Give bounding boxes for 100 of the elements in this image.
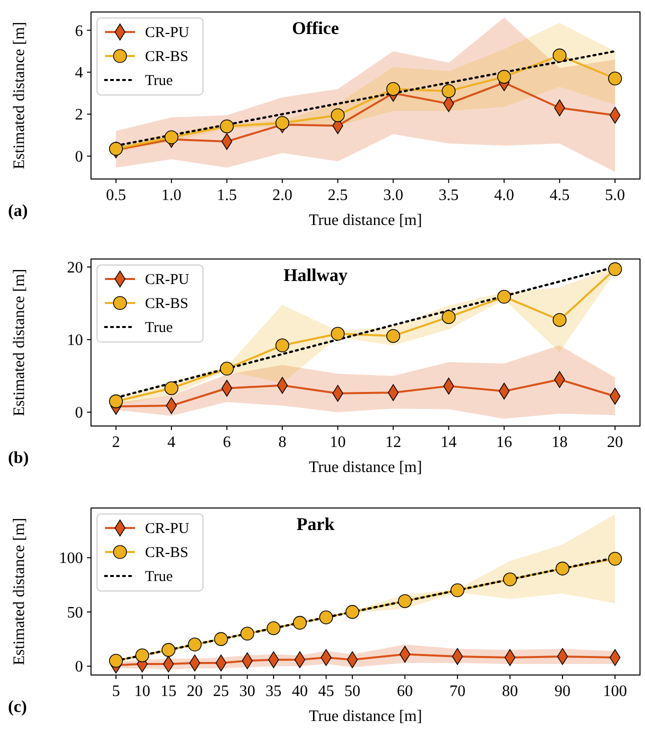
point [266,621,280,636]
y-axis-title: Estimated distance [m] [11,518,28,666]
legend-label: True [145,320,174,336]
x-axis-title: True distance [m] [308,459,422,476]
y-tick-label: 4 [75,64,83,82]
x-tick-label: 90 [554,683,571,700]
x-tick-label: 5.0 [605,187,626,204]
x-tick-label: 2 [112,434,120,451]
point [109,142,123,156]
x-tick-label: 10 [134,683,150,700]
point [497,290,512,304]
y-tick-label: 0 [75,148,83,166]
point [275,338,290,352]
point [503,572,517,586]
chart-title: Office [292,18,339,38]
point [188,638,202,652]
x-tick-label: 60 [396,683,413,700]
point [275,116,290,130]
legend-label: CR-BS [145,545,188,561]
point [319,610,333,624]
y-tick-label: 0 [75,404,83,422]
point [386,82,400,96]
legend-label: CR-PU [145,272,190,288]
point [220,362,234,376]
y-tick-label: 2 [75,106,83,124]
x-tick-label: 12 [385,434,402,451]
x-tick-label: 50 [344,683,360,700]
chart-title: Hallway [283,265,348,285]
y-tick-label: 6 [75,22,83,40]
y-tick-label: 10 [67,332,83,350]
x-tick-label: 4.0 [494,187,514,204]
legend-label: CR-PU [145,25,190,41]
x-tick-label: 4 [167,434,176,451]
text: (c) [8,697,27,716]
x-tick-label: 80 [502,683,518,700]
x-tick-label: 45 [318,683,334,700]
x-tick-label: 6 [222,434,231,451]
x-tick-label: 3.0 [383,187,404,204]
y-tick-label: 0 [75,658,83,676]
x-axis-title: True distance [m] [308,708,422,725]
legend-label: CR-PU [145,521,190,537]
point [345,605,360,619]
x-tick-label: 14 [440,434,457,451]
y-axis-title: Estimated distance [m] [11,22,28,170]
x-tick-label: 40 [292,683,308,700]
point [556,562,570,576]
chart-title: Park [296,514,334,534]
x-tick-label: 0.5 [106,187,126,204]
x-tick-label: 35 [266,683,282,700]
legend-label: CR-BS [145,296,188,312]
x-tick-label: 30 [239,683,256,700]
x-tick-label: 20 [186,683,203,700]
x-tick-label: 3.5 [438,187,459,204]
point [330,326,345,341]
point [386,329,400,343]
point [214,632,228,646]
y-axis-title: Estimated distance [m] [11,268,28,416]
point [608,72,622,86]
legend-label: CR-BS [145,49,188,65]
x-tick-label: 1.5 [216,187,237,204]
x-tick-label: 5 [112,683,120,700]
text: (a) [8,201,28,220]
point [608,552,622,566]
legend-label: True [145,73,174,89]
x-tick-label: 2.0 [272,187,292,204]
text: (b) [8,448,29,467]
point [442,310,456,324]
point [164,381,178,396]
y-tick-label: 100 [59,550,83,568]
point [450,583,464,598]
x-tick-label: 10 [330,434,346,451]
x-tick-label: 100 [603,683,628,700]
point [608,262,622,276]
point [109,654,123,668]
x-tick-label: 1.0 [161,187,182,204]
point [109,394,123,408]
x-tick-label: 4.5 [550,187,570,204]
x-tick-label: 15 [160,683,176,700]
x-tick-label: 16 [496,434,512,451]
point [135,648,150,662]
x-tick-label: 2.5 [328,187,348,204]
point [240,626,254,641]
point [552,48,566,62]
x-tick-label: 18 [552,434,568,451]
x-axis-title: True distance [m] [308,212,422,229]
point [220,119,234,134]
y-tick-label: 50 [67,604,83,622]
point [164,130,178,144]
legend-label: True [145,569,174,585]
x-tick-label: 25 [213,683,230,700]
y-tick-label: 20 [67,259,83,276]
point [552,313,566,327]
point [330,108,345,122]
x-tick-label: 20 [607,434,624,451]
x-tick-label: 70 [449,683,466,700]
point [442,84,456,98]
point [497,70,512,84]
point [398,594,412,608]
point [292,616,307,630]
point [162,643,176,657]
